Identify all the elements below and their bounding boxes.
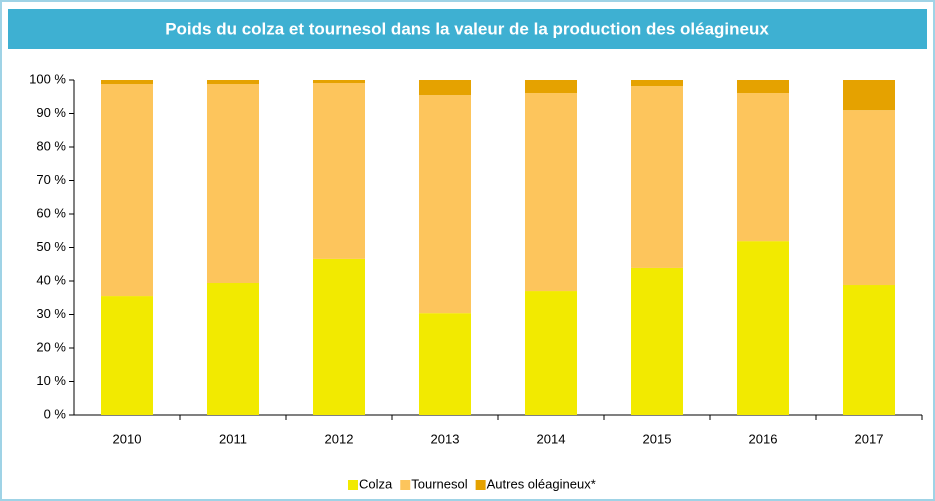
bar-segment [313, 258, 365, 415]
bar-segment [525, 93, 577, 292]
bar-segment [313, 83, 365, 259]
bar-segment [101, 80, 153, 85]
y-tick-label: 20 % [36, 339, 66, 354]
bar-segment [101, 84, 153, 297]
y-tick-label: 70 % [36, 172, 66, 187]
bar-segment [737, 80, 789, 94]
bar-segment [631, 267, 683, 415]
x-tick-label: 2014 [537, 431, 566, 446]
bar-segment [419, 313, 471, 415]
x-tick-label: 2012 [325, 431, 354, 446]
y-tick-label: 80 % [36, 138, 66, 153]
bar-segment [525, 291, 577, 415]
legend-label: Tournesol [411, 476, 467, 491]
x-tick-label: 2013 [431, 431, 460, 446]
x-tick-label: 2017 [855, 431, 884, 446]
x-tick-label: 2016 [749, 431, 778, 446]
legend-label: Colza [359, 476, 393, 491]
bar-segment [631, 86, 683, 268]
bar-segment [737, 241, 789, 415]
bar-segment [525, 80, 577, 94]
legend-swatch [475, 480, 486, 490]
title-bar [8, 9, 927, 49]
bar-segment [843, 285, 895, 415]
y-tick-label: 90 % [36, 105, 66, 120]
bar-segment [419, 95, 471, 314]
y-tick-label: 10 % [36, 373, 66, 388]
bar-segment [843, 80, 895, 111]
y-tick-label: 30 % [36, 306, 66, 321]
legend-swatch [348, 480, 358, 490]
bar-segment [419, 80, 471, 96]
bar-segment [207, 84, 259, 284]
bar-segment [101, 296, 153, 415]
chart-title: Poids du colza et tournesol dans la vale… [165, 19, 769, 38]
bar-segment [737, 93, 789, 242]
legend-label: Autres oléagineux* [487, 476, 596, 491]
bar-segment [313, 80, 365, 84]
y-tick-label: 40 % [36, 272, 66, 287]
bar-segment [843, 110, 895, 286]
bar-segment [207, 283, 259, 415]
bar-segment [207, 80, 259, 85]
y-tick-label: 50 % [36, 239, 66, 254]
x-tick-label: 2011 [219, 431, 247, 446]
bar-segment [631, 80, 683, 87]
x-tick-label: 2015 [643, 431, 672, 446]
y-tick-label: 100 % [29, 71, 66, 86]
y-tick-label: 0 % [44, 406, 67, 421]
y-tick-label: 60 % [36, 205, 66, 220]
legend-swatch [400, 480, 411, 490]
x-tick-label: 2010 [113, 431, 142, 446]
